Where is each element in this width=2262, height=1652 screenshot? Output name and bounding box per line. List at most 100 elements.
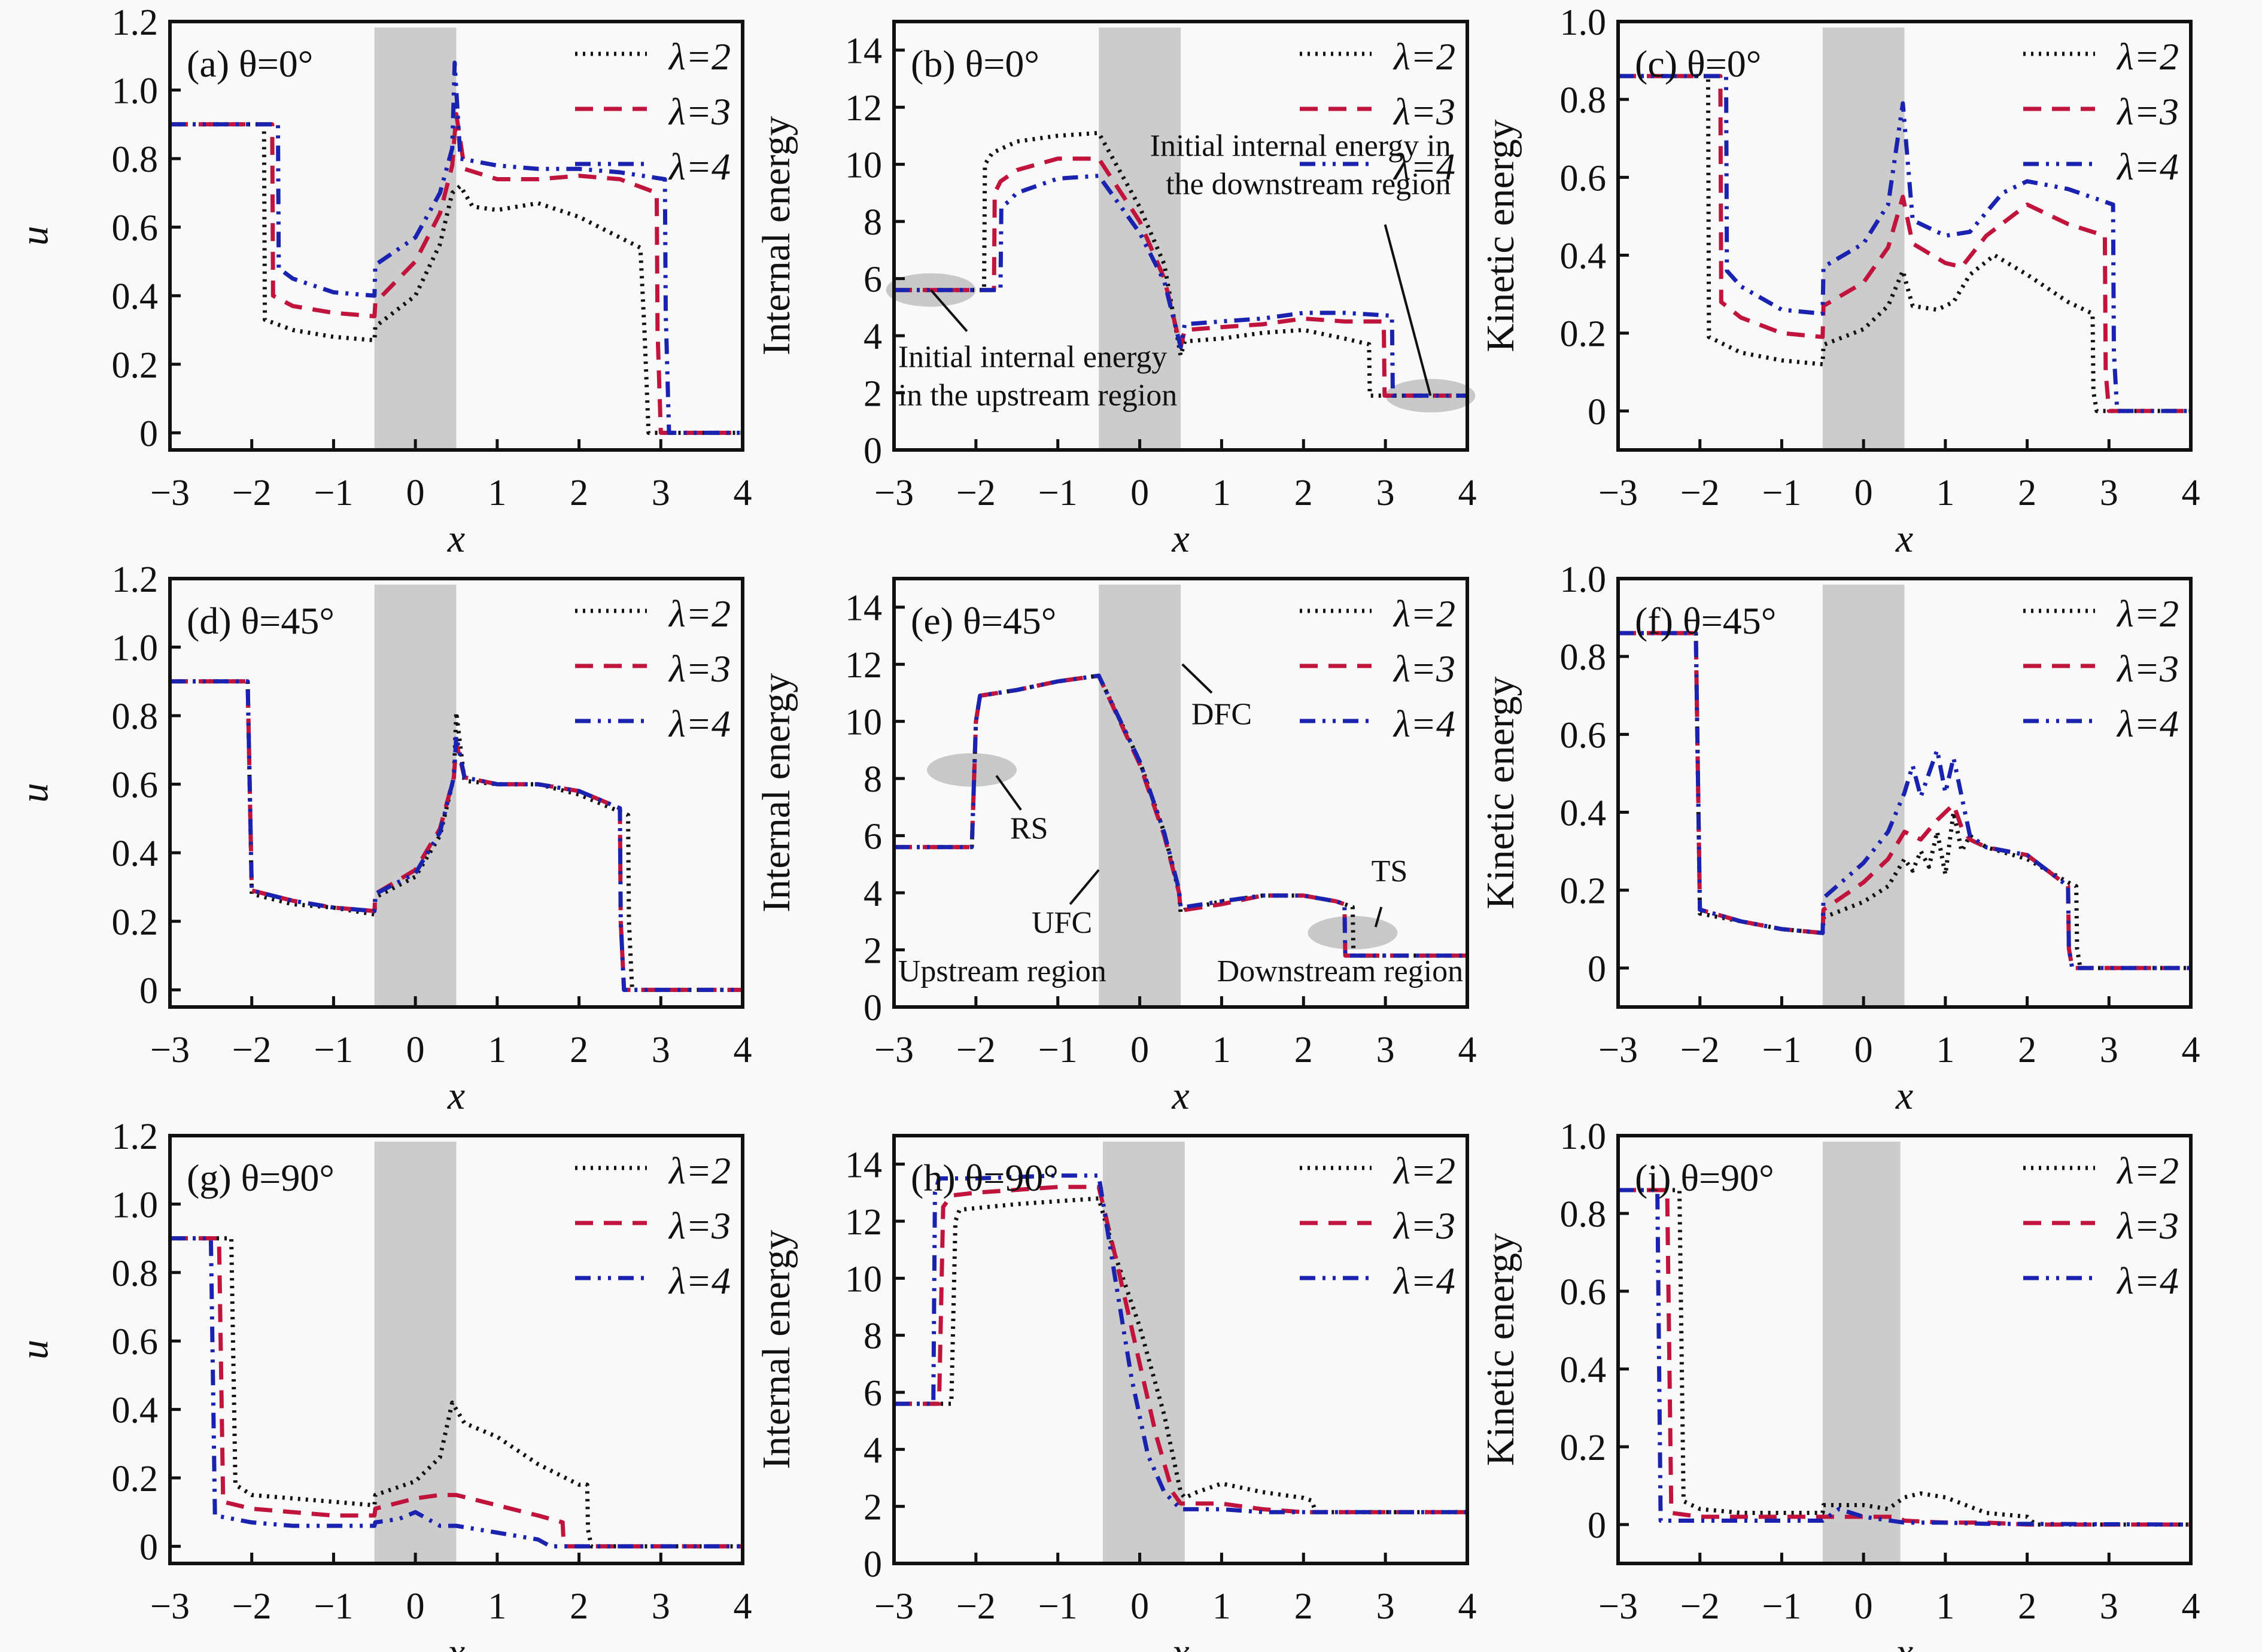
series-line-l3: [1618, 74, 2191, 413]
panel-title: (g) θ=90°: [187, 1157, 335, 1199]
x-tick-label: 2: [2018, 1030, 2036, 1070]
panel-title: (d) θ=45°: [187, 600, 335, 642]
y-axis-label: Kinetic energy: [1479, 1233, 1522, 1466]
x-tick-label: −1: [1038, 1586, 1078, 1627]
annotation-arrow: [1374, 906, 1383, 927]
annotation-arrow: [995, 775, 1022, 811]
series-group: [1618, 631, 2191, 970]
x-tick-label: 4: [734, 473, 752, 513]
x-tick-label: 2: [2018, 473, 2036, 513]
axes-frame: [168, 20, 744, 452]
x-tick-label: −1: [1762, 473, 1801, 513]
x-tick-label: 4: [2182, 1586, 2200, 1627]
annotation-text: Initial internal energy in: [1150, 129, 1451, 163]
x-tick-label: 0: [1130, 1586, 1149, 1627]
legend-label-l3: λ=3: [2116, 1204, 2179, 1247]
y-tick-label: 0.4: [1560, 236, 1607, 277]
x-tick-label: 1: [1936, 1586, 1954, 1627]
legend-label-l3: λ=3: [2116, 90, 2179, 133]
annotation-text: in the upstream region: [898, 379, 1177, 413]
x-tick-label: 0: [406, 1030, 425, 1070]
series-line-l3: [170, 1236, 743, 1548]
y-tick-label: 6: [864, 1373, 882, 1414]
panel-a: −3 −2 −1 0 1 2 3 4 0 0.2 0.4 0.6 0.8 1.0 1.2 x u (a) θ=0°…: [13, 2, 752, 561]
x-tick-label: −1: [1762, 1586, 1801, 1627]
panel-title: (e) θ=45°: [911, 600, 1056, 642]
legend-label-l4: λ=4: [1393, 1259, 1455, 1302]
y-tick-label: 0.6: [1560, 715, 1607, 756]
series-group: [170, 679, 743, 992]
panel-f: −3 −2 −1 0 1 2 3 4 0 0.2 0.4 0.6 0.8 1.0 x Kinetic ener…: [1479, 559, 2200, 1118]
x-tick-label: −1: [314, 473, 353, 513]
y-tick-label: 0.6: [1560, 158, 1607, 199]
y-tick-label: 0: [864, 431, 882, 471]
panel-i: −3 −2 −1 0 1 2 3 4 0 0.2 0.4 0.6 0.8 1.0 x Kinetic ener…: [1479, 1116, 2200, 1652]
x-tick-label: −3: [874, 1586, 914, 1627]
legend-label-l4: λ=4: [2116, 1259, 2179, 1302]
y-axis-label: Kinetic energy: [1479, 119, 1522, 352]
y-tick-label: 6: [864, 817, 882, 857]
y-axis-label: u: [13, 226, 56, 246]
x-tick-label: −3: [874, 1030, 914, 1070]
x-tick-label: 1: [1212, 473, 1231, 513]
series-line-l2: [894, 1196, 1467, 1514]
series-line-l2: [1618, 74, 2191, 413]
y-tick-label: 6: [864, 260, 882, 300]
axes-frame: [892, 1134, 1469, 1565]
legend-label-l4: λ=4: [2116, 145, 2179, 188]
x-tick-label: 2: [570, 1030, 588, 1070]
x-tick-label: 2: [1294, 473, 1313, 513]
x-axis-label: x: [1171, 1074, 1189, 1118]
y-tick-label: 0.2: [1560, 1428, 1607, 1468]
y-tick-label: 2: [864, 931, 882, 972]
x-tick-label: −1: [314, 1586, 353, 1627]
y-tick-label: 1.0: [1560, 1116, 1607, 1157]
x-tick-label: 4: [2182, 1030, 2200, 1070]
y-tick-label: 1.0: [1560, 559, 1607, 600]
x-tick-label: 0: [406, 473, 425, 513]
x-tick-label: 3: [652, 1586, 670, 1627]
x-tick-label: 0: [1854, 473, 1873, 513]
series-line-l2: [1618, 631, 2191, 970]
series-group: [170, 1236, 743, 1548]
x-tick-label: −2: [956, 1030, 996, 1070]
x-tick-label: 3: [652, 473, 670, 513]
y-tick-label: 0.6: [112, 1322, 159, 1362]
x-tick-label: 0: [1854, 1030, 1873, 1070]
annotation-ellipse: [1308, 915, 1398, 950]
series-line-l2: [170, 1236, 743, 1548]
axes-frame: [892, 577, 1469, 1009]
x-tick-label: 2: [1294, 1030, 1313, 1070]
series-group: [894, 130, 1467, 398]
series-line-l4: [1618, 631, 2191, 970]
x-tick-label: −3: [1598, 473, 1638, 513]
shaded-band: [1822, 585, 1905, 1006]
legend-label-l3: λ=3: [2116, 647, 2179, 690]
x-tick-label: −2: [232, 1586, 272, 1627]
y-tick-label: 0.2: [112, 1459, 159, 1499]
y-tick-label: 0: [1588, 949, 1606, 990]
panel-title: (a) θ=0°: [187, 42, 313, 85]
shaded-band: [1099, 28, 1181, 449]
y-tick-label: 1.2: [112, 1116, 159, 1157]
y-tick-label: 0: [139, 413, 158, 454]
y-tick-label: 0.6: [112, 208, 159, 249]
y-axis-label: Internal energy: [755, 673, 798, 912]
shaded-band: [1822, 28, 1905, 449]
y-tick-label: 1.0: [1560, 2, 1607, 43]
x-tick-label: 1: [1936, 1030, 1954, 1070]
axes-frame: [168, 577, 744, 1009]
x-tick-label: 2: [1294, 1586, 1313, 1627]
y-tick-label: 1.0: [112, 71, 159, 112]
x-tick-label: 0: [406, 1586, 425, 1627]
x-tick-label: −2: [1680, 473, 1720, 513]
panel-title: (h) θ=90°: [911, 1157, 1059, 1199]
legend-label-l2: λ=2: [2116, 1149, 2179, 1192]
axes-frame: [1616, 20, 2193, 452]
x-axis-label: x: [447, 1074, 465, 1118]
x-tick-label: −3: [150, 473, 190, 513]
shaded-band: [1099, 585, 1181, 1006]
x-tick-label: 4: [1458, 1030, 1477, 1070]
